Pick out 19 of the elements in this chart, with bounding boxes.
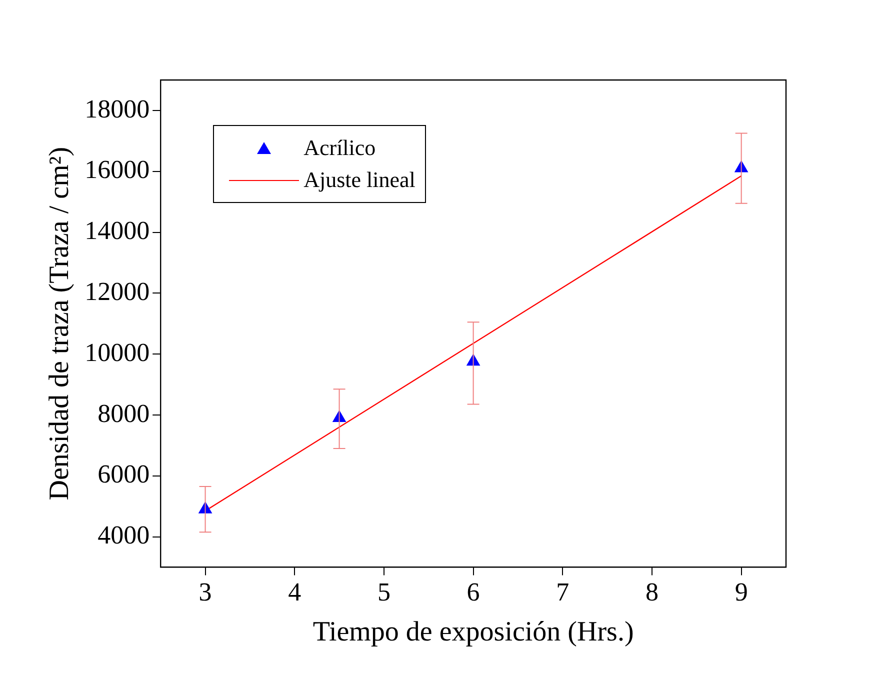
- y-tick-label: 8000: [98, 398, 150, 428]
- y-tick-label: 12000: [84, 276, 150, 306]
- y-tick-label: 16000: [84, 155, 150, 184]
- legend-label: Acrílico: [304, 135, 376, 161]
- legend-label: Ajuste lineal: [304, 167, 416, 193]
- x-tick-label: 6: [466, 578, 480, 607]
- x-tick-label: 3: [198, 578, 212, 607]
- x-axis-title: Tiempo de exposición (Hrs.): [312, 616, 634, 648]
- x-tick-label: 4: [288, 578, 302, 607]
- y-tick-label: 18000: [84, 94, 150, 124]
- x-tick-label: 5: [377, 578, 390, 607]
- x-tick-label: 7: [556, 578, 570, 607]
- y-tick-label: 4000: [98, 520, 150, 550]
- y-tick-label: 10000: [84, 338, 150, 367]
- y-tick-label: 14000: [84, 216, 150, 246]
- y-axis-title: Densidad de traza (Traza / cm²): [44, 146, 76, 500]
- x-tick-label: 8: [645, 578, 658, 607]
- y-tick-label: 6000: [98, 460, 150, 489]
- x-tick-label: 9: [734, 578, 748, 607]
